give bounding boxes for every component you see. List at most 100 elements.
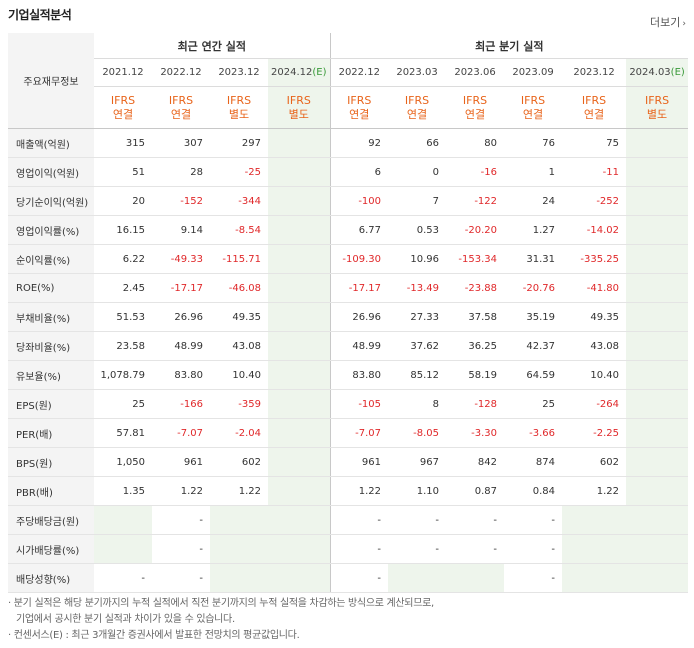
value-cell: 1.35 bbox=[94, 476, 152, 506]
value-cell: 75 bbox=[562, 128, 627, 158]
value-cell: 0.84 bbox=[504, 476, 563, 506]
table-row: 영업이익률(%) 16.15 9.14 -8.54 6.77 0.53 -20.20 1.27… bbox=[8, 215, 689, 245]
value-cell bbox=[268, 157, 331, 187]
value-cell: 43.08 bbox=[210, 331, 268, 361]
value-cell: -23.88 bbox=[446, 273, 505, 303]
value-cell bbox=[626, 157, 689, 187]
value-cell: 35.19 bbox=[504, 302, 563, 332]
value-cell: 57.81 bbox=[94, 418, 152, 448]
value-cell: 6 bbox=[329, 157, 389, 187]
value-cell bbox=[626, 244, 689, 274]
value-cell: 874 bbox=[504, 447, 563, 477]
financial-table: 주요재무정보 최근 연간 실적 최근 분기 실적 2021.12 2022.12 2… bbox=[8, 33, 689, 593]
value-cell: -166 bbox=[152, 389, 210, 419]
table-row: PBR(배) 1.35 1.22 1.22 1.22 1.10 0.87 0.84 1.22 bbox=[8, 476, 689, 506]
value-cell bbox=[268, 302, 331, 332]
value-cell bbox=[626, 273, 689, 303]
value-cell bbox=[268, 389, 331, 419]
period-header: 2024.03(E) bbox=[626, 58, 689, 87]
table-row: 당좌비율(%) 23.58 48.99 43.08 48.99 37.62 36.25 42.… bbox=[8, 331, 689, 361]
more-label: 더보기 bbox=[650, 16, 681, 29]
value-cell bbox=[562, 563, 627, 593]
value-cell: 20 bbox=[94, 186, 152, 216]
value-cell: - bbox=[504, 534, 563, 564]
value-cell: - bbox=[329, 505, 389, 535]
period-header: 2023.06 bbox=[446, 58, 505, 87]
table-row: 시가배당률(%) - - - - - bbox=[8, 534, 689, 564]
value-cell: -2.04 bbox=[210, 418, 268, 448]
value-cell bbox=[626, 505, 689, 535]
accounting-standard: IFRS 연결 bbox=[94, 86, 152, 129]
chevron-right-icon: › bbox=[682, 19, 686, 29]
value-cell: -17.17 bbox=[329, 273, 389, 303]
estimate-mark: (E) bbox=[670, 67, 685, 78]
value-cell: 92 bbox=[329, 128, 389, 158]
value-cell bbox=[626, 360, 689, 390]
value-cell: 1.22 bbox=[329, 476, 389, 506]
value-cell bbox=[210, 534, 268, 564]
row-label: 시가배당률(%) bbox=[8, 534, 94, 564]
value-cell: -3.30 bbox=[446, 418, 505, 448]
footnote-2: · 컨센서스(E) : 최근 3개월간 증권사에서 발표한 전망치의 평균값입니… bbox=[8, 630, 300, 641]
value-cell bbox=[94, 534, 152, 564]
value-cell: -25 bbox=[210, 157, 268, 187]
value-cell: - bbox=[388, 505, 447, 535]
value-cell: 602 bbox=[210, 447, 268, 477]
value-cell: 48.99 bbox=[329, 331, 389, 361]
table-row: 유보율(%) 1,078.79 83.80 10.40 83.80 85.12 58.19 6… bbox=[8, 360, 689, 390]
row-label: EPS(원) bbox=[8, 389, 94, 419]
value-cell bbox=[626, 476, 689, 506]
value-cell bbox=[626, 563, 689, 593]
value-cell: 10.96 bbox=[388, 244, 447, 274]
value-cell: 0.87 bbox=[446, 476, 505, 506]
more-link[interactable]: 더보기 › bbox=[650, 14, 686, 30]
value-cell bbox=[268, 476, 331, 506]
value-cell: 10.40 bbox=[562, 360, 627, 390]
value-cell: -105 bbox=[329, 389, 389, 419]
accounting-standard: IFRS 연결 bbox=[152, 86, 210, 129]
value-cell: 1.27 bbox=[504, 215, 563, 245]
row-label: PER(배) bbox=[8, 418, 94, 448]
estimate-mark: (E) bbox=[312, 67, 327, 78]
value-cell: - bbox=[329, 563, 389, 593]
period-header: 2024.12(E) bbox=[268, 58, 331, 87]
value-cell: 9.14 bbox=[152, 215, 210, 245]
row-label: 유보율(%) bbox=[8, 360, 94, 390]
value-cell bbox=[626, 186, 689, 216]
value-cell: 28 bbox=[152, 157, 210, 187]
footnote-1-cont: 기업에서 공시한 분기 실적과 차이가 있을 수 있습니다. bbox=[16, 614, 235, 625]
value-cell bbox=[626, 389, 689, 419]
value-cell: -49.33 bbox=[152, 244, 210, 274]
period-header: 2023.12 bbox=[562, 58, 627, 87]
row-label: 당기순이익(억원) bbox=[8, 186, 94, 216]
value-cell: -109.30 bbox=[329, 244, 389, 274]
value-cell: -128 bbox=[446, 389, 505, 419]
accounting-standard: IFRS 연결 bbox=[329, 86, 389, 129]
value-cell: 66 bbox=[388, 128, 447, 158]
value-cell: 1,078.79 bbox=[94, 360, 152, 390]
value-cell: - bbox=[94, 563, 152, 593]
value-cell: 37.58 bbox=[446, 302, 505, 332]
value-cell: -122 bbox=[446, 186, 505, 216]
value-cell bbox=[268, 215, 331, 245]
value-cell bbox=[446, 563, 505, 593]
value-cell: 48.99 bbox=[152, 331, 210, 361]
row-label: 주당배당금(원) bbox=[8, 505, 94, 535]
value-cell: -344 bbox=[210, 186, 268, 216]
value-cell: 0 bbox=[388, 157, 447, 187]
table-row: EPS(원) 25 -166 -359 -105 8 -128 25 -264 bbox=[8, 389, 689, 419]
value-cell bbox=[268, 244, 331, 274]
value-cell: 8 bbox=[388, 389, 447, 419]
value-cell: 16.15 bbox=[94, 215, 152, 245]
accounting-standard: IFRS 연결 bbox=[388, 86, 447, 129]
value-cell: 85.12 bbox=[388, 360, 447, 390]
value-cell: 43.08 bbox=[562, 331, 627, 361]
value-cell: - bbox=[152, 534, 210, 564]
value-cell: 0.53 bbox=[388, 215, 447, 245]
value-cell: 49.35 bbox=[210, 302, 268, 332]
corner-header: 주요재무정보 bbox=[8, 33, 94, 129]
value-cell: - bbox=[504, 563, 563, 593]
value-cell: 967 bbox=[388, 447, 447, 477]
period-header: 2023.12 bbox=[210, 58, 268, 87]
value-cell: 2.45 bbox=[94, 273, 152, 303]
